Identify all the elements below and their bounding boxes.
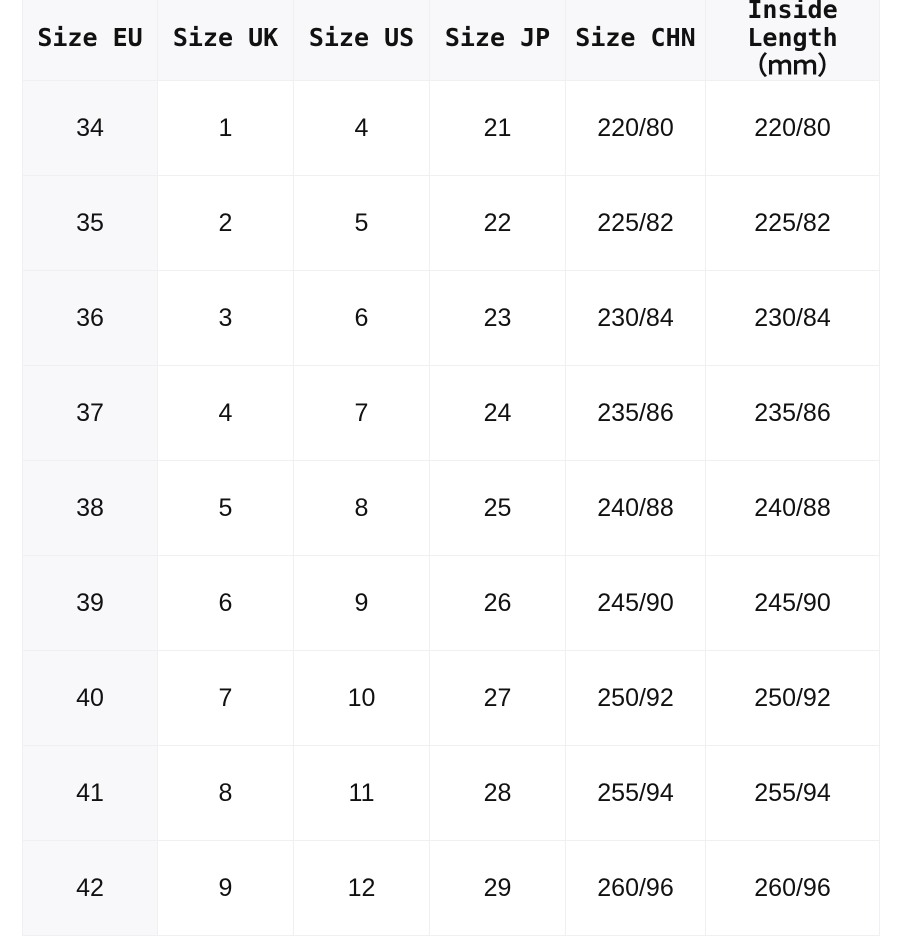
column-header-size-jp: Size JP — [429, 0, 566, 81]
cell-inside-length: 240/88 — [705, 460, 880, 556]
cell-inside-length: 250/92 — [705, 650, 880, 746]
cell-size-uk: 6 — [157, 555, 294, 651]
column-header-size-uk: Size UK — [157, 0, 294, 81]
cell-size-eu: 40 — [22, 650, 158, 746]
cell-size-chn: 225/82 — [565, 175, 706, 271]
cell-size-eu: 36 — [22, 270, 158, 366]
cell-size-jp: 23 — [429, 270, 566, 366]
cell-size-eu: 34 — [22, 80, 158, 176]
cell-size-us: 7 — [293, 365, 430, 461]
cell-size-jp: 22 — [429, 175, 566, 271]
cell-size-chn: 220/80 — [565, 80, 706, 176]
cell-size-eu: 35 — [22, 175, 158, 271]
column-header-size-us: Size US — [293, 0, 430, 81]
cell-size-jp: 24 — [429, 365, 566, 461]
cell-inside-length: 220/80 — [705, 80, 880, 176]
cell-inside-length: 225/82 — [705, 175, 880, 271]
cell-inside-length: 255/94 — [705, 745, 880, 841]
cell-size-jp: 21 — [429, 80, 566, 176]
table-row: 35 2 5 22 225/82 225/82 — [22, 175, 880, 271]
cell-size-chn: 245/90 — [565, 555, 706, 651]
table-row: 34 1 4 21 220/80 220/80 — [22, 80, 880, 176]
cell-size-us: 12 — [293, 840, 430, 936]
cell-size-eu: 37 — [22, 365, 158, 461]
size-chart-table: Size EU Size UK Size US Size JP Size CHN Insi… — [22, 0, 880, 936]
column-header-size-chn: Size CHN — [565, 0, 706, 81]
column-header-inside-length: Inside Length （ｍｍ） — [705, 0, 880, 81]
cell-size-us: 6 — [293, 270, 430, 366]
cell-size-jp: 29 — [429, 840, 566, 936]
table-row: 40 7 10 27 250/92 250/92 — [22, 650, 880, 746]
cell-inside-length: 260/96 — [705, 840, 880, 936]
table-row: 36 3 6 23 230/84 230/84 — [22, 270, 880, 366]
table-row: 39 6 9 26 245/90 245/90 — [22, 555, 880, 651]
table-row: 38 5 8 25 240/88 240/88 — [22, 460, 880, 556]
cell-size-uk: 1 — [157, 80, 294, 176]
cell-size-us: 10 — [293, 650, 430, 746]
cell-size-chn: 250/92 — [565, 650, 706, 746]
cell-size-eu: 42 — [22, 840, 158, 936]
cell-size-eu: 39 — [22, 555, 158, 651]
cell-size-us: 4 — [293, 80, 430, 176]
column-header-size-eu: Size EU — [22, 0, 158, 81]
header-row: Size EU Size UK Size US Size JP Size CHN Insi… — [22, 0, 880, 81]
cell-size-chn: 240/88 — [565, 460, 706, 556]
cell-size-uk: 5 — [157, 460, 294, 556]
cell-size-uk: 4 — [157, 365, 294, 461]
cell-size-jp: 25 — [429, 460, 566, 556]
cell-size-uk: 7 — [157, 650, 294, 746]
cell-size-uk: 8 — [157, 745, 294, 841]
cell-inside-length: 245/90 — [705, 555, 880, 651]
cell-size-us: 5 — [293, 175, 430, 271]
cell-size-chn: 235/86 — [565, 365, 706, 461]
table-row: 41 8 11 28 255/94 255/94 — [22, 745, 880, 841]
cell-size-uk: 2 — [157, 175, 294, 271]
cell-size-uk: 9 — [157, 840, 294, 936]
cell-size-eu: 41 — [22, 745, 158, 841]
cell-size-jp: 26 — [429, 555, 566, 651]
cell-size-jp: 27 — [429, 650, 566, 746]
cell-size-chn: 260/96 — [565, 840, 706, 936]
cell-size-us: 11 — [293, 745, 430, 841]
cell-size-jp: 28 — [429, 745, 566, 841]
cell-size-chn: 230/84 — [565, 270, 706, 366]
cell-inside-length: 235/86 — [705, 365, 880, 461]
cell-size-chn: 255/94 — [565, 745, 706, 841]
cell-size-us: 8 — [293, 460, 430, 556]
cell-size-us: 9 — [293, 555, 430, 651]
table-row: 37 4 7 24 235/86 235/86 — [22, 365, 880, 461]
cell-size-uk: 3 — [157, 270, 294, 366]
cell-size-eu: 38 — [22, 460, 158, 556]
table-row: 42 9 12 29 260/96 260/96 — [22, 840, 880, 936]
cell-inside-length: 230/84 — [705, 270, 880, 366]
